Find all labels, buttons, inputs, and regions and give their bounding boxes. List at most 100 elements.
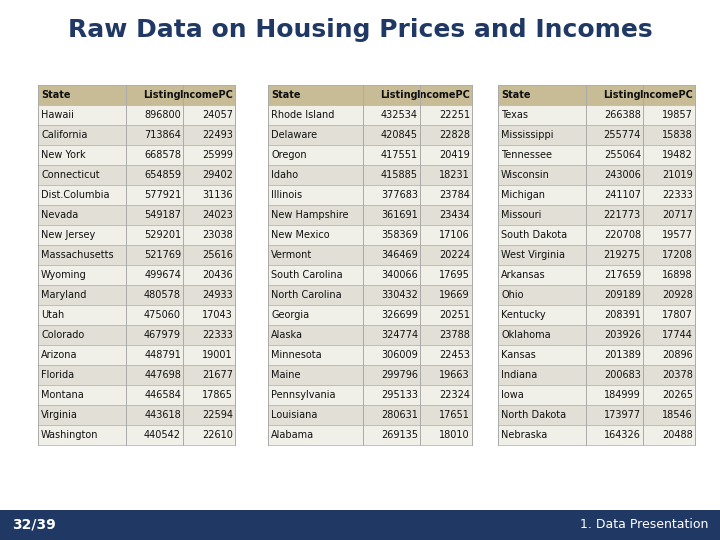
Text: 220708: 220708 [604, 230, 641, 240]
Text: Idaho: Idaho [271, 170, 298, 180]
Bar [38, 165, 235, 185]
Bar [498, 405, 695, 425]
Text: 346469: 346469 [382, 250, 418, 260]
Text: 20251: 20251 [439, 310, 470, 320]
Text: 17208: 17208 [662, 250, 693, 260]
Bar [498, 205, 695, 225]
Text: 164326: 164326 [604, 430, 641, 440]
Text: 577921: 577921 [144, 190, 181, 200]
Text: 209189: 209189 [604, 290, 641, 300]
Text: 448791: 448791 [144, 350, 181, 360]
Text: 15838: 15838 [662, 130, 693, 140]
Text: 299796: 299796 [381, 370, 418, 380]
Text: 208391: 208391 [604, 310, 641, 320]
Text: 499674: 499674 [144, 270, 181, 280]
Text: 713864: 713864 [144, 130, 181, 140]
Text: 20224: 20224 [439, 250, 470, 260]
Text: 295133: 295133 [381, 390, 418, 400]
Text: 20488: 20488 [662, 430, 693, 440]
Text: 22333: 22333 [662, 190, 693, 200]
Text: 25616: 25616 [202, 250, 233, 260]
Text: Nebraska: Nebraska [501, 430, 547, 440]
Text: Delaware: Delaware [271, 130, 317, 140]
Text: 20928: 20928 [662, 290, 693, 300]
Text: 415885: 415885 [381, 170, 418, 180]
Text: 201389: 201389 [604, 350, 641, 360]
Text: New Jersey: New Jersey [41, 230, 95, 240]
Text: Montana: Montana [41, 390, 84, 400]
Text: 19857: 19857 [662, 110, 693, 120]
Text: 443618: 443618 [144, 410, 181, 420]
Text: 18010: 18010 [439, 430, 470, 440]
Bar [498, 85, 695, 105]
Bar [268, 285, 472, 305]
Bar [38, 145, 235, 165]
Text: Maine: Maine [271, 370, 300, 380]
Text: 654859: 654859 [144, 170, 181, 180]
Bar [268, 105, 472, 125]
Text: 173977: 173977 [604, 410, 641, 420]
Bar [268, 425, 472, 445]
Text: North Carolina: North Carolina [271, 290, 341, 300]
Text: New Hampshire: New Hampshire [271, 210, 348, 220]
Text: 23038: 23038 [202, 230, 233, 240]
Text: Maryland: Maryland [41, 290, 86, 300]
Text: 200683: 200683 [604, 370, 641, 380]
Text: 19482: 19482 [662, 150, 693, 160]
Bar [268, 325, 472, 345]
Text: 17043: 17043 [202, 310, 233, 320]
Text: 21019: 21019 [662, 170, 693, 180]
Text: 16898: 16898 [662, 270, 693, 280]
Text: 31136: 31136 [202, 190, 233, 200]
Text: 22610: 22610 [202, 430, 233, 440]
Text: Minnesota: Minnesota [271, 350, 322, 360]
Text: Alaska: Alaska [271, 330, 303, 340]
Bar [268, 185, 472, 205]
Bar [268, 385, 472, 405]
Text: 668578: 668578 [144, 150, 181, 160]
Text: Iowa: Iowa [501, 390, 523, 400]
Text: 529201: 529201 [144, 230, 181, 240]
Text: Kentucky: Kentucky [501, 310, 546, 320]
Text: 25999: 25999 [202, 150, 233, 160]
Text: 17865: 17865 [202, 390, 233, 400]
Text: Ohio: Ohio [501, 290, 523, 300]
Bar [498, 285, 695, 305]
Text: 24057: 24057 [202, 110, 233, 120]
Text: Vermont: Vermont [271, 250, 312, 260]
Bar [498, 145, 695, 165]
Text: 446584: 446584 [144, 390, 181, 400]
Text: Rhode Island: Rhode Island [271, 110, 334, 120]
Text: New York: New York [41, 150, 86, 160]
Bar [268, 405, 472, 425]
Bar [498, 165, 695, 185]
Text: Indiana: Indiana [501, 370, 537, 380]
Text: 184999: 184999 [604, 390, 641, 400]
Text: 377683: 377683 [381, 190, 418, 200]
Text: 23788: 23788 [439, 330, 470, 340]
Bar [268, 265, 472, 285]
Text: 20436: 20436 [202, 270, 233, 280]
Text: 22493: 22493 [202, 130, 233, 140]
Text: Wisconsin: Wisconsin [501, 170, 550, 180]
Text: 22828: 22828 [439, 130, 470, 140]
Text: Listing: Listing [143, 90, 181, 100]
Text: Louisiana: Louisiana [271, 410, 318, 420]
Text: 22453: 22453 [439, 350, 470, 360]
Text: 269135: 269135 [381, 430, 418, 440]
Text: 255774: 255774 [603, 130, 641, 140]
Bar [38, 225, 235, 245]
Text: IncomePC: IncomePC [639, 90, 693, 100]
Bar [268, 165, 472, 185]
Text: 22251: 22251 [439, 110, 470, 120]
Text: South Dakota: South Dakota [501, 230, 567, 240]
Bar [38, 365, 235, 385]
Bar [498, 265, 695, 285]
Text: 432534: 432534 [381, 110, 418, 120]
Text: 32/39: 32/39 [12, 518, 55, 532]
Text: 18231: 18231 [439, 170, 470, 180]
Bar [38, 425, 235, 445]
Bar [268, 225, 472, 245]
Text: IncomePC: IncomePC [179, 90, 233, 100]
Bar [498, 245, 695, 265]
